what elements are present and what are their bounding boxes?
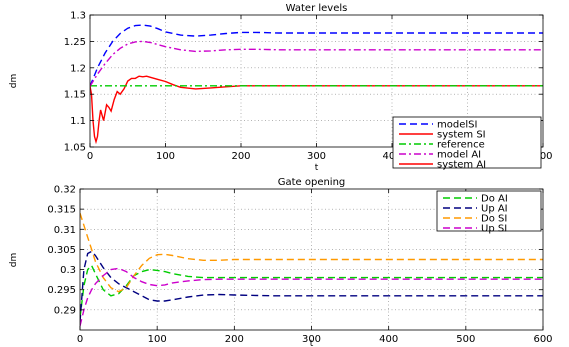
- y-tick-label: 1.25: [64, 37, 86, 48]
- legend-entry-label: system SI: [437, 130, 486, 141]
- y-tick-label: 0.305: [47, 245, 76, 256]
- x-axis-label: t: [315, 163, 319, 173]
- series-line-modelsi: [90, 24, 543, 87]
- legend-entry-label: Up SI: [481, 224, 507, 235]
- y-axis-label: dm: [9, 253, 19, 267]
- x-tick-label: 200: [231, 151, 250, 162]
- y-tick-label: 0.295: [47, 285, 76, 296]
- series-line-up-ai: [80, 250, 543, 322]
- y-tick-label: 1.2: [70, 63, 86, 74]
- legend-entry-label: Up AI: [481, 204, 508, 215]
- legend-entry-label: Do AI: [481, 194, 508, 205]
- x-tick-label: 100: [148, 334, 167, 345]
- y-tick-label: 0.29: [54, 305, 76, 316]
- chart-0: 01002003004005006001.051.11.151.21.251.3…: [9, 3, 553, 173]
- y-tick-label: 0.32: [54, 185, 76, 196]
- y-tick-label: 0.315: [47, 205, 76, 216]
- series-line-do-ai: [80, 264, 543, 318]
- y-tick-label: 1.05: [64, 143, 86, 154]
- chart-title: Water levels: [286, 3, 348, 14]
- x-tick-label: 600: [533, 151, 552, 162]
- y-tick-label: 1.1: [70, 116, 86, 127]
- legend-entry-label: model AI: [437, 150, 481, 161]
- legend-entry-label: system AI: [437, 160, 486, 171]
- x-tick-label: 0: [87, 151, 93, 162]
- y-tick-label: 0.3: [60, 265, 76, 276]
- x-tick-label: 600: [533, 334, 552, 345]
- series-line-model-ai: [90, 40, 543, 87]
- chart-title: Gate opening: [278, 177, 346, 188]
- legend-box: [392, 116, 542, 169]
- x-tick-label: 400: [382, 151, 401, 162]
- y-tick-label: 1.15: [64, 90, 86, 101]
- x-tick-label: 300: [302, 334, 321, 345]
- y-axis-label: dm: [9, 74, 19, 88]
- x-tick-label: 400: [379, 334, 398, 345]
- series-line-up-si: [80, 267, 543, 327]
- y-tick-label: 1.3: [70, 11, 86, 22]
- x-tick-label: 100: [156, 151, 175, 162]
- y-tick-label: 0.31: [54, 225, 76, 236]
- legend-entry-label: reference: [437, 140, 485, 151]
- x-tick-label: 500: [456, 334, 475, 345]
- x-tick-label: 0: [77, 334, 83, 345]
- x-tick-label: 200: [225, 334, 244, 345]
- legend-entry-label: Do SI: [481, 214, 507, 225]
- legend-entry-label: modelSI: [437, 120, 477, 131]
- x-axis-label: t: [310, 339, 314, 347]
- series-line-system-si: [90, 75, 543, 145]
- x-tick-label: 300: [307, 151, 326, 162]
- chart-1: 0 100 200 300 400 500 600 0.29 0.295 0.3 0.305 0.31…: [9, 177, 553, 347]
- series-line-do-si: [80, 212, 543, 293]
